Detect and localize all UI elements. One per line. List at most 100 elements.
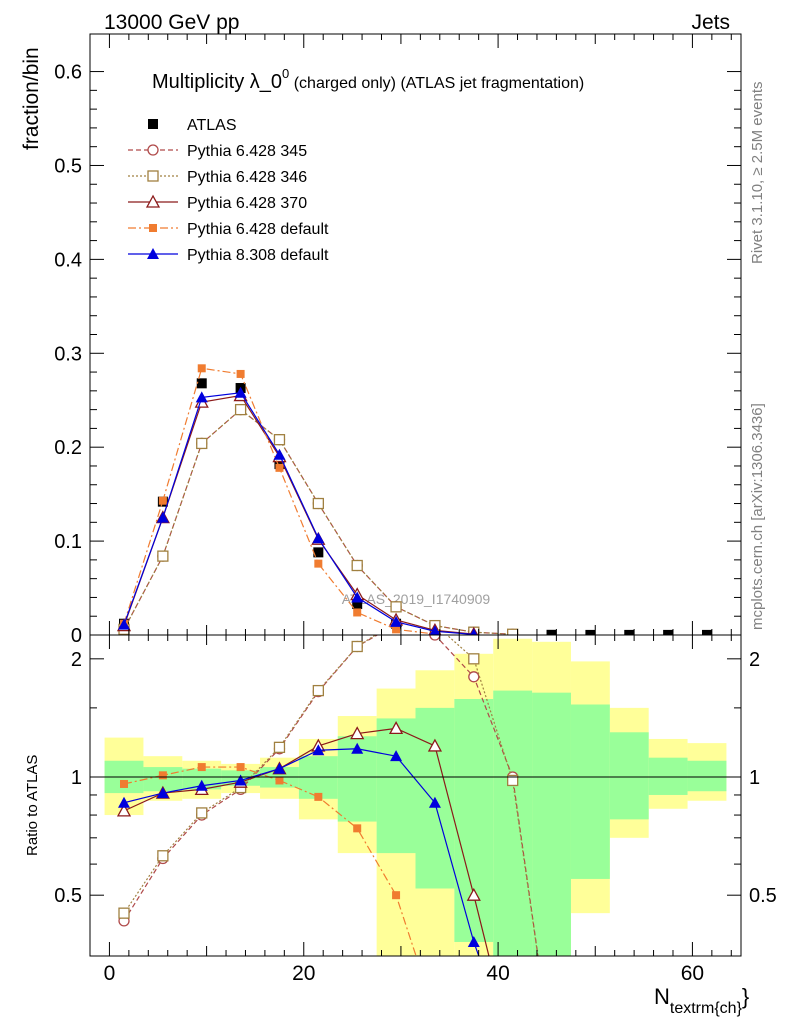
legend-marker-p6def	[149, 224, 157, 232]
data-point-p6def	[236, 369, 245, 378]
data-point-ATLAS	[624, 629, 635, 635]
legend-label-p8def: Pythia 8.308 default	[187, 247, 329, 264]
data-point-p370	[116, 803, 132, 817]
data-point-p346	[507, 774, 519, 787]
y-tick-label-main: 0	[71, 625, 82, 647]
data-point-p8def	[351, 742, 364, 754]
y-tick-label-ratio: 1	[71, 767, 82, 789]
band-inner-bin	[454, 699, 494, 942]
ratio-uncertainty-bands	[104, 638, 727, 956]
data-point-p346	[273, 434, 286, 446]
data-point-p346	[273, 741, 286, 753]
band-inner-bin	[687, 760, 727, 792]
data-point-p346	[157, 850, 169, 862]
x-tick-label: 0	[104, 962, 116, 985]
x-axis-label-main: N	[654, 984, 670, 1009]
band-inner-bin	[493, 690, 533, 956]
title-main: Multiplicity λ_0	[152, 71, 282, 93]
data-point-p8def	[390, 615, 403, 627]
data-point-p370	[466, 887, 481, 901]
data-point-p8def	[273, 762, 286, 774]
data-point-p8def	[156, 787, 169, 799]
data-point-p6def	[158, 771, 167, 780]
legend-label-p370: Pythia 6.428 370	[187, 195, 307, 212]
data-point-p346	[351, 640, 363, 653]
y-tick-label-main: 0.1	[54, 531, 82, 553]
data-point-p345	[429, 635, 441, 641]
data-point-p8def	[118, 618, 131, 630]
y-tick-label-main: 0.5	[54, 155, 82, 177]
legend-marker-p370	[145, 194, 161, 208]
y-tick-label-ratio-right: 0.5	[749, 885, 777, 907]
legend-marker-p8def	[147, 248, 159, 259]
header-left: 13000 GeV pp	[104, 11, 239, 34]
band-inner-bin	[376, 718, 416, 854]
legend-label-p345: Pythia 6.428 345	[187, 143, 307, 160]
data-point-ATLAS	[663, 629, 674, 635]
y-tick-label-ratio-right: 1	[749, 767, 760, 789]
data-point-p346	[351, 559, 363, 572]
ratio-frame	[89, 634, 742, 957]
legend-label-ATLAS: ATLAS	[187, 117, 237, 134]
data-point-p6def	[353, 824, 362, 833]
title-rest: (charged only) (ATLAS jet fragmentation)	[289, 75, 584, 92]
series-line-p6def	[123, 766, 417, 956]
data-point-p8def	[429, 625, 441, 635]
data-point-p8def	[312, 744, 325, 756]
data-point-p370	[388, 721, 404, 735]
y-tick-label-main: 0.3	[54, 343, 82, 365]
data-point-p8def	[195, 391, 208, 403]
svg-text:Multiplicity λ_00 (charged onl: Multiplicity λ_00 (charged only) (ATLAS …	[152, 66, 584, 93]
data-point-p370	[350, 726, 365, 740]
data-point-p346	[468, 653, 480, 665]
legend-marker-p345	[147, 144, 159, 156]
band-inner-bin	[648, 757, 688, 795]
data-point-p346	[312, 684, 324, 697]
data-point-p6def	[314, 792, 323, 801]
data-point-p6def	[392, 891, 401, 900]
series-line-p346	[123, 635, 539, 956]
data-point-p6def	[431, 1009, 439, 1017]
data-point-p346	[157, 550, 169, 562]
data-point-p346	[196, 807, 208, 819]
y-tick-label-main: 0.4	[54, 249, 82, 271]
band-inner-bin	[570, 704, 610, 879]
data-point-p345	[468, 671, 480, 683]
data-point-p346	[118, 907, 130, 919]
data-point-p8def	[470, 628, 478, 635]
side-text-top: Rivet 3.1.10, ≥ 2.5M events	[749, 82, 766, 265]
x-tick-label: 40	[486, 962, 509, 985]
data-point-ATLAS	[313, 547, 324, 558]
series-line-p345	[123, 635, 539, 956]
legend-label-p346: Pythia 6.428 346	[187, 169, 307, 186]
data-point-ATLAS	[196, 378, 207, 389]
data-point-ATLAS	[352, 599, 363, 610]
data-point-p8def	[234, 386, 247, 398]
data-point-p8def	[428, 796, 441, 808]
y-axis-label-ratio: Ratio to ATLAS	[24, 755, 41, 856]
legend: ATLAS Pythia 6.428 345 Pythia 6.428 346 Pyt…	[128, 117, 329, 264]
y-tick-label-ratio: 0.5	[54, 885, 82, 907]
y-tick-label-ratio: 2	[71, 649, 82, 671]
plot-title: Multiplicity λ_00 (charged only) (ATLAS …	[152, 66, 584, 93]
data-point-p6def	[197, 763, 206, 772]
data-point-p6def	[158, 496, 167, 505]
data-point-p8def	[467, 935, 480, 947]
data-point-p8def	[390, 750, 403, 762]
y-tick-label-main: 0.2	[54, 437, 82, 459]
band-inner-bin	[532, 692, 571, 956]
data-point-p346	[234, 403, 247, 416]
y-tick-label-main: 0.6	[54, 62, 82, 84]
x-axis-label: Ntextrm{ch}}	[654, 984, 749, 1017]
data-point-p8def	[195, 779, 208, 791]
data-point-p6def	[314, 559, 323, 568]
data-point-ATLAS	[585, 629, 596, 635]
header-right: Jets	[691, 11, 730, 34]
x-axis-label-close: }	[742, 984, 749, 1009]
data-point-p8def	[312, 532, 325, 544]
watermark: ATLAS_2019_I1740909	[342, 591, 491, 607]
data-point-p6def	[236, 763, 245, 772]
data-point-p8def	[234, 774, 247, 786]
y-tick-label-ratio-right: 2	[749, 649, 760, 671]
